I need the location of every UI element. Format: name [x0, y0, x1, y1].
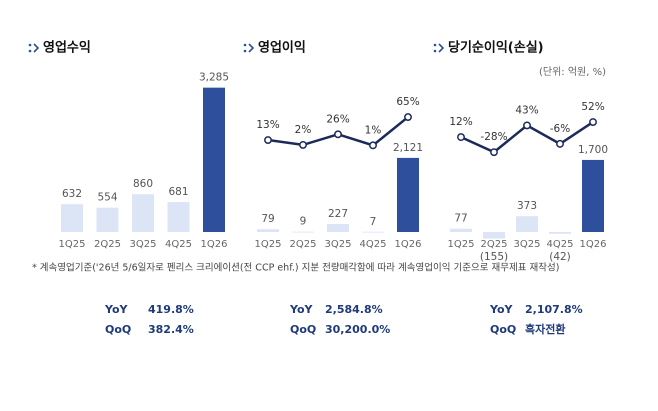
summary-label: YoY [489, 303, 514, 316]
bar [397, 157, 419, 232]
x-tick-label: 1Q26 [580, 239, 607, 250]
footnote: * 계속영업기준('26년 5/6일자로 펜리스 크리에이션(전 CCP ehf… [32, 262, 559, 274]
x-tick-label: 2Q25 [481, 239, 508, 250]
value-label: (42) [549, 251, 571, 263]
value-label: 3,285 [199, 72, 229, 84]
summary-label: YoY [104, 303, 129, 316]
line-value-label: 65% [396, 96, 419, 108]
x-tick-label: 1Q26 [395, 239, 422, 250]
bar [549, 232, 571, 234]
chart-title: 당기순이익(손실) [448, 40, 544, 56]
value-label: 373 [517, 200, 537, 212]
unit-note: (단위: 억원, %) [539, 65, 606, 78]
bar [96, 207, 119, 232]
title-icon [243, 43, 247, 47]
title-icon [248, 43, 255, 53]
line-marker [299, 140, 307, 149]
summary-value: 2,107.8% [525, 303, 583, 316]
summary-value: 흑자전환 [525, 322, 565, 336]
summary-value: 2,584.8% [325, 303, 383, 316]
x-tick-label: 1Q25 [59, 239, 86, 250]
bar [450, 228, 472, 232]
value-label: 681 [168, 186, 188, 198]
line-value-label: 52% [581, 101, 604, 113]
x-tick-label: 1Q25 [255, 239, 282, 250]
summary-label: QoQ [105, 323, 131, 336]
line-marker [556, 139, 564, 148]
value-label: 79 [261, 213, 274, 225]
line-value-label: -6% [550, 123, 570, 135]
bar [61, 204, 83, 232]
x-tick-label: 4Q25 [165, 239, 192, 250]
summary-value: 30,200.0% [325, 323, 390, 336]
summary-value: 382.4% [148, 323, 194, 336]
line-value-label: 13% [256, 119, 279, 131]
x-tick-label: 3Q25 [325, 239, 352, 250]
line-value-label: 43% [515, 104, 538, 116]
bar [132, 194, 154, 232]
line-value-label: 26% [326, 113, 349, 125]
bar [203, 87, 225, 232]
chart-title: 영업수익 [43, 40, 91, 56]
x-tick-label: 2Q25 [94, 239, 121, 250]
line-value-label: 1% [365, 124, 382, 136]
line-marker [334, 130, 342, 139]
chart-title: 영업이익 [258, 40, 306, 56]
value-label: (155) [480, 251, 508, 263]
value-label: 7 [370, 216, 377, 228]
title-icon [28, 43, 32, 47]
value-label: 632 [62, 188, 82, 200]
line-value-label: 2% [295, 124, 312, 136]
x-tick-label: 4Q25 [547, 239, 574, 250]
line-marker [404, 113, 412, 122]
value-label: 554 [97, 192, 117, 204]
summary-label: QoQ [490, 323, 516, 336]
line-marker [369, 141, 377, 150]
bar [292, 231, 314, 233]
bar [167, 202, 190, 232]
value-label: 227 [328, 208, 348, 220]
x-tick-label: 1Q26 [201, 239, 228, 250]
value-label: 9 [300, 216, 307, 228]
summary-value: 419.8% [148, 303, 194, 316]
line-marker [457, 133, 465, 142]
bar [257, 229, 279, 232]
bar [516, 216, 538, 232]
title-icon [243, 49, 247, 53]
x-tick-label: 2Q25 [290, 239, 317, 250]
summary-label: YoY [289, 303, 314, 316]
value-label: 2,121 [393, 142, 423, 154]
bar [483, 232, 505, 239]
summary-label: QoQ [290, 323, 316, 336]
x-tick-label: 4Q25 [360, 239, 387, 250]
title-icon [438, 43, 445, 53]
line-marker [589, 118, 597, 126]
x-tick-label: 3Q25 [514, 239, 541, 250]
bar [327, 224, 349, 232]
title-icon [433, 49, 437, 53]
line-marker [264, 136, 272, 144]
x-tick-label: 1Q25 [448, 239, 475, 250]
bar [362, 231, 384, 233]
value-label: 1,700 [578, 144, 608, 156]
title-icon [433, 43, 437, 47]
bar [582, 159, 604, 232]
value-label: 860 [133, 178, 153, 190]
line-marker [523, 121, 531, 130]
line-value-label: -28% [480, 131, 507, 143]
title-icon [28, 49, 32, 53]
line-marker [490, 148, 498, 157]
line-value-label: 12% [449, 116, 472, 128]
title-icon [33, 43, 40, 53]
x-tick-label: 3Q25 [130, 239, 157, 250]
value-label: 77 [454, 213, 467, 225]
